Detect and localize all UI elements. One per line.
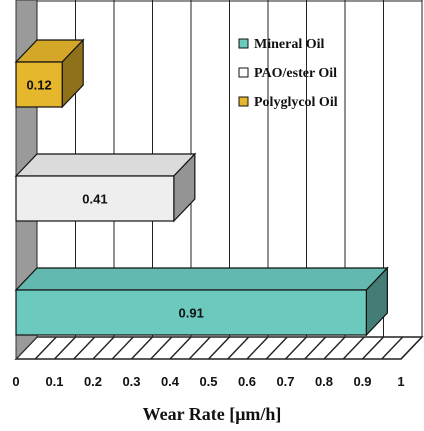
- floor-hatch-line: [284, 336, 308, 360]
- floor-hatch-line: [188, 336, 211, 360]
- bar-value-label-mineral-oil: 0.91: [179, 306, 204, 321]
- floor-hatch-line: [400, 336, 423, 360]
- bar-top-mineral-oil: [14, 267, 389, 291]
- bar-value-label-polyglycol-oil: 0.12: [26, 78, 51, 93]
- bar-top-pao-ester-oil: [14, 153, 197, 177]
- legend: Mineral Oil PAO/ester Oil Polyglycol Oil: [238, 37, 338, 110]
- x-tick-label: 0.8: [315, 374, 333, 389]
- floor-hatch-line: [73, 336, 96, 360]
- x-tick-label: 0.4: [161, 374, 180, 389]
- x-tick-label: 0.7: [276, 374, 294, 389]
- floor-hatch: [14, 336, 424, 360]
- floor-hatch-line: [111, 336, 134, 360]
- x-tick-label: 0.6: [238, 374, 256, 389]
- x-tick-label: 0.1: [45, 374, 63, 389]
- floor-hatch-line: [381, 336, 404, 360]
- bar-front-polyglycol-oil: [15, 61, 63, 108]
- legend-label-polyglycol-oil: Polyglycol Oil: [254, 95, 338, 110]
- floor-hatch-line: [361, 336, 385, 360]
- floor-hatch-line: [169, 336, 192, 360]
- x-tick-label: 0: [12, 374, 19, 389]
- x-axis-title: Wear Rate [μm/h]: [143, 404, 282, 424]
- legend-swatch-pao-ester-oil: [238, 67, 249, 78]
- x-tick-label: 1: [397, 374, 404, 389]
- floor-hatch-line: [92, 336, 115, 360]
- floor-hatch-line: [265, 336, 288, 360]
- bars: 0.91 0.41 0.12: [14, 38, 389, 337]
- legend-label-pao-ester-oil: PAO/ester Oil: [254, 66, 337, 81]
- bar-value-label-pao-ester-oil: 0.41: [82, 192, 107, 207]
- x-tick-label: 0.2: [84, 374, 102, 389]
- floor-hatch-line: [130, 336, 154, 360]
- floor-hatch-line: [53, 336, 77, 360]
- x-tick-label: 0.9: [353, 374, 371, 389]
- legend-swatch-mineral-oil: [238, 38, 249, 49]
- floor-hatch-line: [304, 336, 327, 360]
- floor-hatch-line: [207, 336, 231, 360]
- floor-hatch-line: [323, 336, 346, 360]
- legend-swatch-polyglycol-oil: [238, 96, 249, 107]
- floor-hatch-line: [34, 336, 57, 360]
- floor-hatch-line: [246, 336, 269, 360]
- floor-hatch-line: [150, 336, 173, 360]
- bar-front-pao-ester-oil: [15, 175, 175, 222]
- floor-hatch-line: [227, 336, 250, 360]
- legend-label-mineral-oil: Mineral Oil: [254, 37, 324, 52]
- bar-front-mineral-oil: [15, 289, 367, 336]
- x-tick-label: 0.5: [199, 374, 217, 389]
- x-tick-labels: 0 0.1 0.2 0.3 0.4 0.5 0.6 0.7 0.8 0.9 1: [12, 374, 404, 389]
- floor-hatch-line: [342, 336, 365, 360]
- x-tick-label: 0.3: [122, 374, 140, 389]
